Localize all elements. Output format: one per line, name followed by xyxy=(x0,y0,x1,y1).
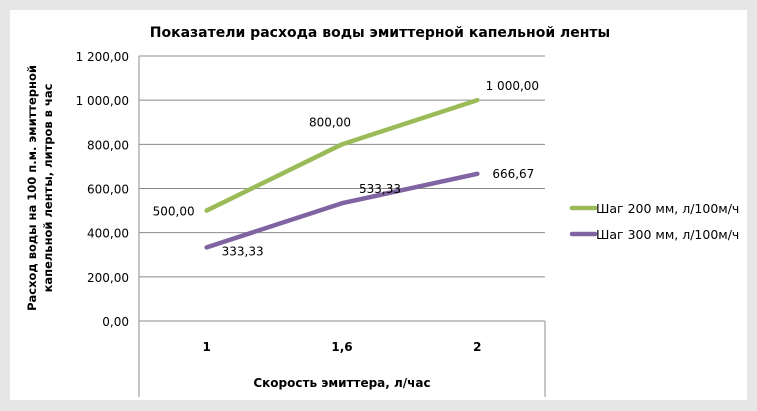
data-label: 500,00 xyxy=(153,205,195,219)
y-tick-label: 1 000,00 xyxy=(76,94,129,108)
legend: Шаг 200 мм, л/100м/ч Шаг 300 мм, л/100м/ч xyxy=(569,201,739,242)
y-tick-label: 1 200,00 xyxy=(76,50,129,64)
y-tick-label: 800,00 xyxy=(87,138,129,152)
legend-entry: Шаг 300 мм, л/100м/ч xyxy=(596,227,739,242)
data-label: 800,00 xyxy=(309,115,351,129)
y-tick-label: 200,00 xyxy=(87,271,129,285)
x-tick-label: 1,6 xyxy=(331,340,352,354)
x-tick-label: 2 xyxy=(473,340,481,354)
chart-area: Показатели расхода воды эмиттерной капел… xyxy=(10,10,747,400)
legend-entry: Шаг 200 мм, л/100м/ч xyxy=(596,201,739,216)
line-chart: Показатели расхода воды эмиттерной капел… xyxy=(25,25,739,397)
x-tick-label: 1 xyxy=(202,340,210,354)
data-label: 1 000,00 xyxy=(486,79,539,93)
data-label: 533,33 xyxy=(359,182,401,196)
y-tick-label: 0,00 xyxy=(102,315,129,329)
y-axis-label: Расход воды на 100 п.м. эмиттерной капель… xyxy=(25,65,55,311)
chart-title: Показатели расхода воды эмиттерной капел… xyxy=(150,25,610,41)
y-tick-label: 400,00 xyxy=(87,227,129,241)
data-label: 666,67 xyxy=(492,167,534,181)
series-line-2 xyxy=(204,171,480,250)
svg-text:Расход воды на 100 п.м. эмитте: Расход воды на 100 п.м. эмиттерной капель… xyxy=(25,65,55,311)
y-tick-label: 600,00 xyxy=(87,183,129,197)
x-axis-label: Скорость эмиттера, л/час xyxy=(253,376,430,390)
data-label: 333,33 xyxy=(222,244,264,258)
